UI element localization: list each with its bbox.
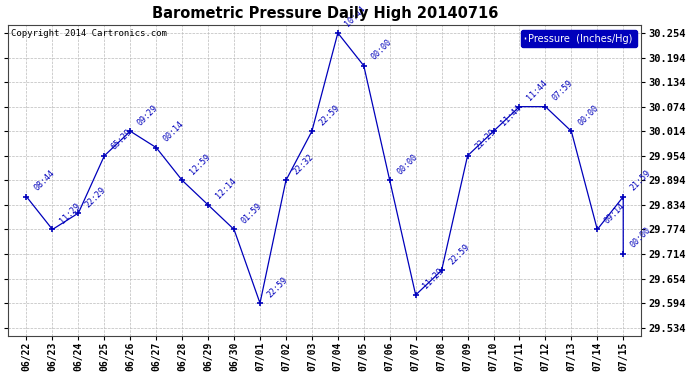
Text: 22:59: 22:59 bbox=[266, 275, 290, 299]
Text: 22:29: 22:29 bbox=[84, 185, 108, 209]
Text: 12:59: 12:59 bbox=[188, 152, 212, 176]
Text: 21:59: 21:59 bbox=[629, 168, 653, 192]
Text: 09:14: 09:14 bbox=[603, 201, 627, 225]
Text: 65:29: 65:29 bbox=[110, 128, 134, 152]
Text: 07:59: 07:59 bbox=[551, 78, 575, 102]
Text: 11:44: 11:44 bbox=[525, 78, 549, 102]
Text: 12:14: 12:14 bbox=[214, 177, 238, 201]
Text: Copyright 2014 Cartronics.com: Copyright 2014 Cartronics.com bbox=[12, 30, 168, 39]
Legend: Pressure  (Inches/Hg): Pressure (Inches/Hg) bbox=[522, 30, 637, 47]
Text: 08:44: 08:44 bbox=[32, 168, 56, 192]
Text: 22:32: 22:32 bbox=[291, 152, 315, 176]
Text: 11:44: 11:44 bbox=[499, 103, 523, 127]
Text: 22:29: 22:29 bbox=[473, 128, 497, 152]
Text: 00:00: 00:00 bbox=[395, 152, 420, 176]
Text: 11:29: 11:29 bbox=[421, 267, 445, 291]
Text: 22:59: 22:59 bbox=[317, 103, 342, 127]
Text: 01:59: 01:59 bbox=[239, 201, 264, 225]
Text: 10:44: 10:44 bbox=[344, 5, 368, 29]
Text: 00:00: 00:00 bbox=[629, 226, 653, 250]
Text: 00:00: 00:00 bbox=[577, 103, 601, 127]
Text: 22:59: 22:59 bbox=[447, 242, 471, 266]
Title: Barometric Pressure Daily High 20140716: Barometric Pressure Daily High 20140716 bbox=[152, 6, 498, 21]
Text: 00:00: 00:00 bbox=[369, 38, 393, 62]
Text: 11:29: 11:29 bbox=[58, 201, 82, 225]
Text: 09:29: 09:29 bbox=[136, 103, 160, 127]
Text: 00:14: 00:14 bbox=[161, 119, 186, 143]
